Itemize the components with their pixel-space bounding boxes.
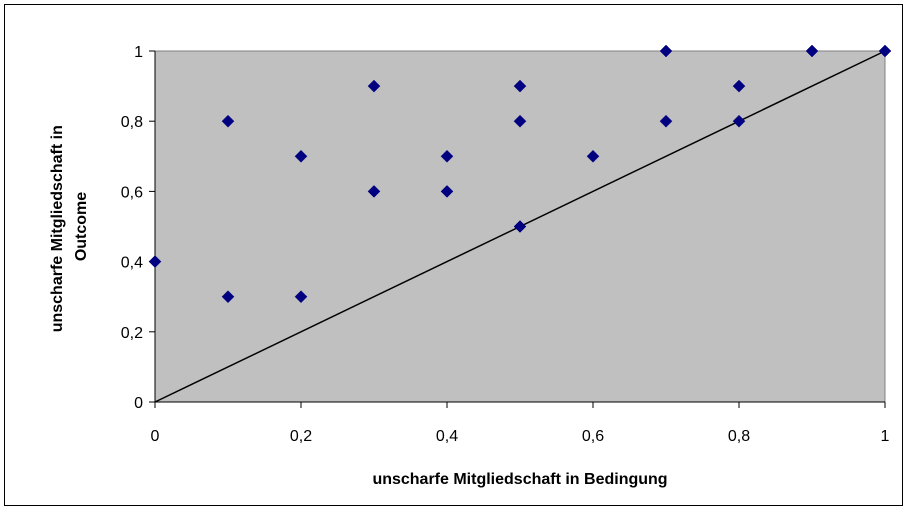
x-tick-label: 0,4 — [436, 428, 458, 445]
data-point — [294, 290, 308, 304]
x-tick-label: 1 — [881, 428, 890, 445]
y-tick-label: 0,6 — [121, 184, 143, 201]
y-tick-label: 0,2 — [121, 325, 143, 342]
y-tick-label: 0,4 — [121, 255, 143, 272]
data-point — [148, 255, 162, 268]
x-tick-label: 0,8 — [728, 428, 750, 445]
data-point — [294, 149, 308, 163]
data-point — [440, 185, 454, 198]
data-point — [586, 149, 600, 163]
data-point — [513, 79, 527, 93]
data-point — [221, 290, 235, 304]
data-point — [513, 114, 527, 128]
x-tick-label: 0,2 — [290, 428, 312, 445]
data-point — [367, 185, 381, 198]
data-point — [221, 114, 235, 128]
x-axis: 0 0,2 0,4 0,6 0,8 1 — [151, 401, 890, 445]
y-axis-title-line-1: unscharfe Mitgliedschaft in — [49, 125, 66, 332]
y-tick-label: 0 — [134, 395, 143, 412]
data-point — [805, 44, 819, 58]
data-point — [367, 79, 381, 93]
y-axis-title: unscharfe Mitgliedschaft in Outcome — [49, 121, 90, 333]
y-axis: 0 0,2 0,4 0,6 0,8 1 — [121, 44, 156, 412]
x-tick-label: 0,6 — [582, 428, 604, 445]
data-point — [659, 114, 673, 128]
data-point — [440, 149, 454, 163]
data-point — [732, 114, 746, 128]
data-point — [878, 44, 892, 58]
y-tick-label: 1 — [134, 44, 143, 61]
data-point — [513, 220, 527, 233]
data-point — [659, 44, 673, 58]
y-axis-title-line-2: Outcome — [73, 192, 90, 261]
data-points — [148, 44, 892, 304]
y-tick-label: 0,8 — [121, 114, 143, 131]
x-axis-title: unscharfe Mitgliedschaft in Bedingung — [372, 471, 667, 488]
data-point — [732, 79, 746, 93]
x-tick-label: 0 — [151, 428, 160, 445]
